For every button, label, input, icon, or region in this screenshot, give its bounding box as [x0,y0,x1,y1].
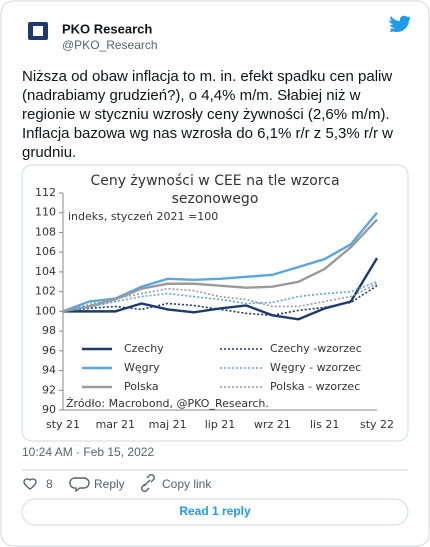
legend-label: Czechy [124,342,164,355]
y-tick-label: 106 [35,245,56,258]
y-tick-label: 112 [35,186,56,199]
timestamp[interactable]: 10:24 AM · Feb 15, 2022 [22,445,154,459]
tweet-text-line: regionie w styczniu wzrosły ceny żywnośc… [22,106,390,123]
x-tick-label: lis 21 [310,418,339,431]
like-count[interactable]: 8 [46,477,53,491]
tweet-text-line: grudniu. [22,144,76,161]
tweet-text-line: (nadrabiamy grudzień?), o 4,4% m/m. Słab… [22,87,361,104]
y-tick-label: 92 [42,383,56,396]
y-tick-label: 110 [35,206,56,219]
legend-label: Czechy -wzorzec [270,342,362,355]
y-tick-label: 90 [42,403,56,416]
copy-link-button[interactable]: Copy link [162,477,212,491]
y-tick-label: 102 [35,285,56,298]
y-tick-label: 94 [42,364,56,377]
series-line [62,283,378,313]
author-handle[interactable]: @PKO_Research [62,38,158,52]
x-tick-label: wrz 21 [254,418,291,431]
legend-label: Węgry [124,361,160,374]
legend-label: Polska - wzorzec [270,380,360,393]
y-tick-label: 100 [35,304,56,317]
chart-frame [21,164,409,442]
x-tick-label: sty 22 [360,418,394,431]
y-tick-label: 98 [42,324,56,337]
y-tick-label: 104 [35,265,56,278]
chart-annotation: indeks, styczeń 2021 =100 [68,210,218,223]
like-icon[interactable] [23,478,37,490]
x-tick-label: lip 21 [205,418,236,431]
chart-title: sezonowego [172,191,259,207]
y-tick-label: 96 [42,344,56,357]
series-line [62,285,378,317]
x-tick-label: sty 21 [46,418,80,431]
read-replies-label[interactable]: Read 1 reply [179,504,251,518]
x-tick-label: maj 21 [149,418,187,431]
series-line [63,257,379,321]
link-icon[interactable] [141,474,155,492]
avatar[interactable] [28,22,48,40]
series-line [62,218,378,313]
twitter-logo[interactable] [389,15,411,32]
legend-label: Polska [124,380,159,393]
tweet-text-line: Niższa od obaw inflacja to m. in. efekt … [22,68,392,85]
read-replies-button[interactable] [21,498,409,526]
tweet-text-line: Inflacja bazowa wg nas wzrosła do 6,1% r… [22,125,393,142]
y-tick-label: 108 [35,225,56,238]
chart-source: Źródło: Macrobond, @PKO_Research. [66,397,269,410]
reply-icon[interactable] [69,477,90,493]
chart-title: Ceny żywności w CEE na tle wzorca [90,173,339,189]
series-line [62,281,378,313]
reply-button[interactable]: Reply [94,477,125,491]
author-name[interactable]: PKO Research [62,21,152,36]
x-tick-label: mar 21 [96,418,135,431]
legend-label: Węgry - wzorzec [270,361,361,374]
